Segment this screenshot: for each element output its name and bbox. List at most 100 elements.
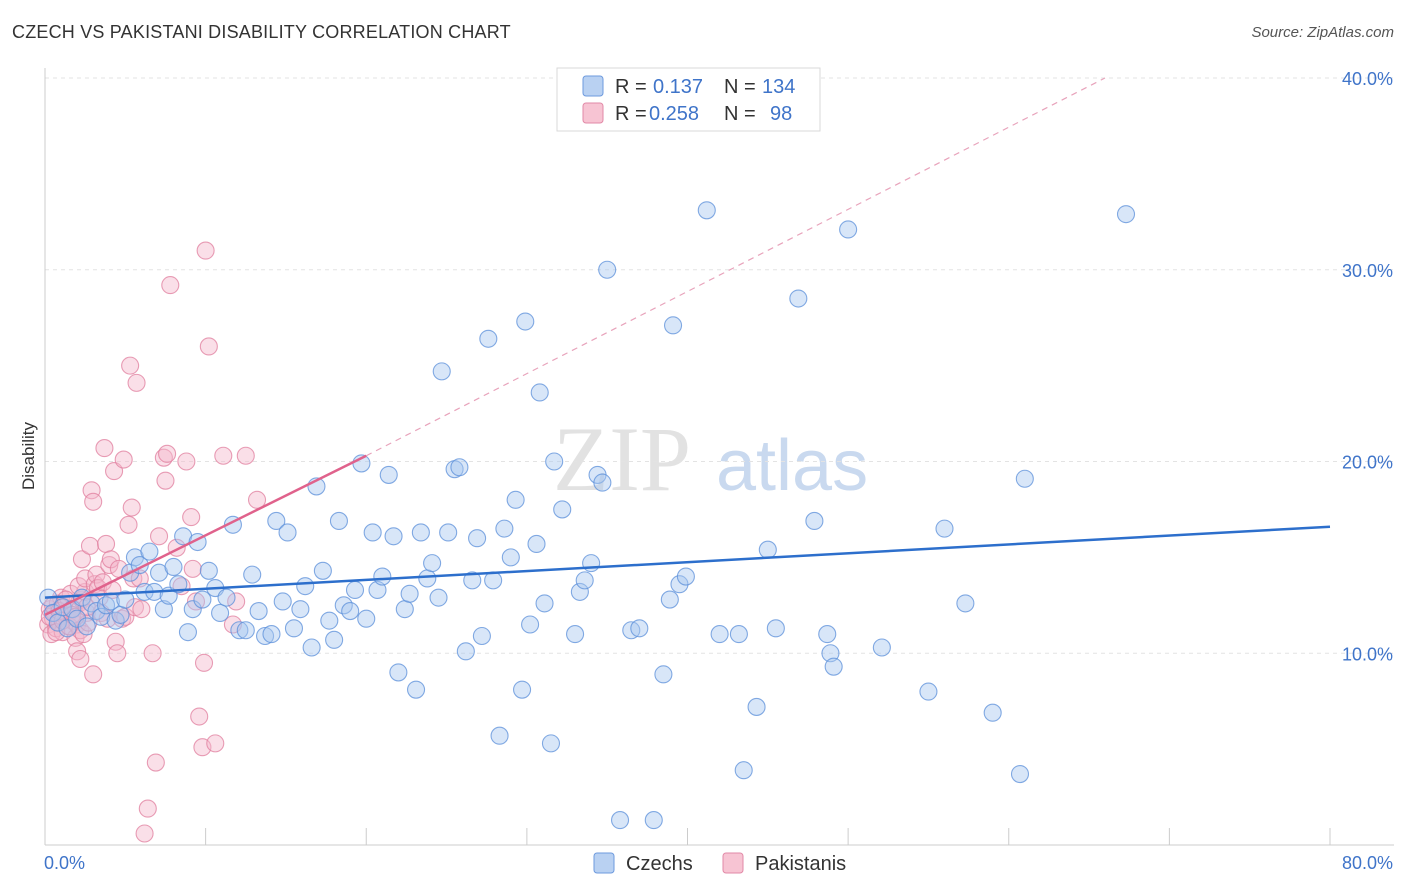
pakistanis-trendline <box>44 454 367 617</box>
legend-swatch-czechs <box>582 75 604 97</box>
legend-r-value-pakistanis: 0.258 <box>649 103 699 125</box>
legend-r-value-czechs: 0.137 <box>653 76 703 98</box>
pakistani-point <box>72 550 91 569</box>
czech-point <box>389 663 408 682</box>
czech-point <box>766 619 785 638</box>
pakistani-point <box>158 444 177 463</box>
czech-point <box>663 316 683 335</box>
czech-point <box>267 511 286 530</box>
czech-point <box>747 697 766 716</box>
czech-point <box>472 626 491 646</box>
pakistani-point <box>127 373 146 392</box>
czech-point <box>77 617 96 636</box>
czech-point <box>450 458 469 477</box>
czech-point <box>758 540 777 559</box>
czech-point <box>516 312 535 331</box>
y-tick-label: 40.0% <box>1342 69 1393 89</box>
pakistani-point <box>76 569 95 588</box>
legend-swatch-pakistanis <box>582 102 604 124</box>
czech-point <box>363 523 382 542</box>
czech-point <box>513 680 532 699</box>
czech-point <box>373 567 392 586</box>
source-credit: Source: ZipAtlas.com <box>1251 24 1394 41</box>
pakistani-point <box>95 439 114 458</box>
czech-point <box>490 726 509 745</box>
czech-point <box>821 644 840 663</box>
czech-point <box>329 511 348 530</box>
czech-point <box>341 602 360 621</box>
czech-point <box>211 603 230 623</box>
czech-point <box>545 452 564 471</box>
pakistani-point <box>161 276 180 295</box>
czech-point <box>411 523 430 542</box>
czech-point <box>320 611 339 630</box>
bottom-legend-label-czechs: Czechs <box>626 853 693 875</box>
czech-point <box>256 626 275 646</box>
pakistani-point <box>177 452 196 471</box>
pakistani-point <box>87 565 106 584</box>
y-tick-label: 10.0% <box>1342 644 1393 664</box>
czech-point <box>527 534 546 554</box>
czech-point <box>345 580 365 600</box>
czech-point <box>468 529 487 548</box>
x-tick-label-max: 80.0% <box>1342 853 1393 873</box>
czech-point <box>676 567 695 586</box>
gridlines <box>45 77 1394 654</box>
pakistani-point <box>227 592 246 611</box>
pakistani-point <box>135 824 154 843</box>
czech-point <box>325 630 344 649</box>
czech-point <box>566 625 585 644</box>
czech-point <box>313 561 332 580</box>
czech-point <box>432 362 451 381</box>
czech-point <box>956 594 975 613</box>
czech-point <box>789 289 808 308</box>
czech-point <box>805 511 824 530</box>
pakistani-point <box>182 508 201 527</box>
czech-point <box>575 571 594 590</box>
czech-point <box>697 201 716 220</box>
pakistani-point <box>149 527 169 546</box>
czech-point <box>456 642 475 661</box>
czech-point <box>1015 469 1034 488</box>
czech-point <box>368 580 387 600</box>
czech-point <box>169 575 188 594</box>
czech-point <box>106 611 125 630</box>
czech-point <box>357 609 376 628</box>
czech-point <box>154 600 173 619</box>
czech-point <box>541 734 561 753</box>
pakistani-point <box>125 598 144 617</box>
czech-point <box>1116 205 1136 224</box>
czech-point <box>570 582 589 601</box>
legend-n-value-czechs: 134 <box>762 76 795 98</box>
czech-point <box>291 600 310 619</box>
czech-point <box>553 500 572 519</box>
y-axis-label: Disability <box>19 421 38 490</box>
czech-point <box>92 607 111 626</box>
pakistani-point <box>80 536 100 555</box>
pakistani-point <box>96 534 116 554</box>
czech-point <box>423 554 442 573</box>
legend-r-label-czechs: R = <box>615 76 647 98</box>
bottom-legend-swatch-pakistanis <box>722 852 744 874</box>
czech-point <box>384 527 403 546</box>
czech-point <box>140 542 159 561</box>
czechs-points <box>39 201 1136 830</box>
czech-point <box>296 577 315 596</box>
czech-point <box>598 260 617 279</box>
czech-point <box>506 490 525 509</box>
czech-point <box>710 625 729 644</box>
czech-point <box>582 554 601 573</box>
pakistani-point <box>119 515 138 534</box>
czech-point <box>818 625 837 644</box>
pakistani-point <box>236 446 255 465</box>
czech-point <box>501 548 520 567</box>
czech-point <box>872 638 891 657</box>
czech-point <box>530 383 549 402</box>
czech-point <box>935 519 954 538</box>
czech-point <box>178 623 198 642</box>
czech-point <box>734 761 753 780</box>
czech-point <box>729 625 748 644</box>
czech-point <box>87 602 106 621</box>
czech-point <box>535 594 554 613</box>
czech-point <box>463 571 482 590</box>
